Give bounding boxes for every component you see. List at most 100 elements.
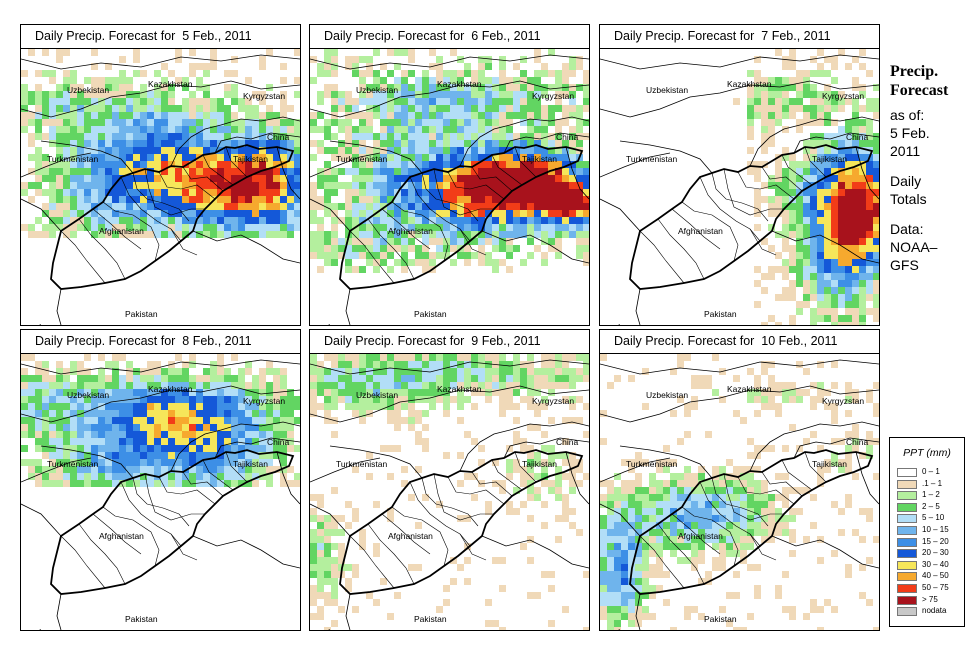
precip-cell	[705, 487, 712, 494]
precip-cell	[245, 126, 252, 133]
panel-title: Daily Precip. Forecast for 10 Feb., 2011	[600, 330, 879, 354]
precip-cell	[576, 396, 583, 403]
precip-cell	[471, 252, 478, 259]
precip-cell	[817, 382, 824, 389]
precip-cell	[824, 154, 831, 161]
precip-cell	[359, 403, 366, 410]
precip-cell	[98, 77, 105, 84]
precip-cell	[600, 592, 607, 599]
precip-cell	[726, 473, 733, 480]
precip-cell	[175, 375, 182, 382]
precip-cell	[478, 238, 485, 245]
precip-cell	[161, 210, 168, 217]
precip-cell	[317, 557, 324, 564]
precip-cell	[471, 91, 478, 98]
precip-cell	[436, 252, 443, 259]
precip-cell	[345, 585, 352, 592]
precip-cell	[628, 585, 635, 592]
precip-cell	[140, 480, 147, 487]
precip-cell	[656, 543, 663, 550]
precip-cell	[294, 403, 300, 410]
precip-cell	[373, 98, 380, 105]
precip-cell	[443, 70, 450, 77]
precip-cell	[133, 403, 140, 410]
precip-cell	[464, 112, 471, 119]
precip-grid	[310, 354, 589, 630]
precip-cell	[555, 224, 562, 231]
precip-cell	[838, 252, 845, 259]
precip-cell	[210, 368, 217, 375]
precip-cell	[691, 557, 698, 564]
precip-cell	[464, 361, 471, 368]
precip-cell	[541, 231, 548, 238]
precip-cell	[245, 210, 252, 217]
precip-cell	[520, 84, 527, 91]
precip-cell	[548, 231, 555, 238]
precip-cell	[506, 252, 513, 259]
legend-swatch	[897, 549, 917, 559]
precip-cell	[359, 112, 366, 119]
precip-cell	[824, 196, 831, 203]
precip-cell	[621, 459, 628, 466]
precip-cell	[852, 273, 859, 280]
precip-cell	[817, 287, 824, 294]
precip-cell	[238, 396, 245, 403]
legend-label: 5 – 10	[922, 513, 945, 523]
precip-cell	[712, 389, 719, 396]
precip-cell	[698, 557, 705, 564]
precip-cell	[810, 231, 817, 238]
precip-cell	[154, 105, 161, 112]
data-label: Data:	[890, 221, 924, 237]
precip-cell	[471, 154, 478, 161]
precip-cell	[84, 168, 91, 175]
precip-cell	[373, 91, 380, 98]
precip-cell	[859, 154, 866, 161]
precip-cell	[859, 224, 866, 231]
precip-cell	[56, 203, 63, 210]
precip-cell	[63, 175, 70, 182]
precip-cell	[231, 182, 238, 189]
precip-cell	[803, 224, 810, 231]
precip-cell	[684, 487, 691, 494]
precip-map-canvas	[21, 354, 300, 630]
precip-cell	[761, 480, 768, 487]
precip-cell	[506, 501, 513, 508]
precip-cell	[663, 445, 670, 452]
precip-cell	[471, 126, 478, 133]
precip-cell	[457, 168, 464, 175]
precip-cell	[280, 154, 287, 161]
precip-cell	[189, 91, 196, 98]
country-label: Tajikistan	[233, 459, 268, 469]
precip-cell	[140, 70, 147, 77]
province-boundary	[60, 535, 106, 589]
precip-cell	[789, 168, 796, 175]
precip-cell	[429, 217, 436, 224]
precip-cell	[457, 189, 464, 196]
precip-cell	[259, 133, 266, 140]
precip-cell	[161, 431, 168, 438]
precip-cell	[91, 224, 98, 231]
precip-cell	[548, 375, 555, 382]
precip-cell	[280, 140, 287, 147]
precip-cell	[401, 245, 408, 252]
precip-cell	[317, 578, 324, 585]
precip-cell	[450, 98, 457, 105]
precip-cell	[140, 119, 147, 126]
country-border	[565, 146, 589, 200]
precip-cell	[105, 161, 112, 168]
precip-cell	[775, 210, 782, 217]
precip-cell	[310, 564, 317, 571]
precip-cell	[506, 238, 513, 245]
country-label: Kyrgyzstan	[532, 91, 575, 101]
precip-cell	[873, 287, 879, 294]
precip-cell	[541, 259, 548, 266]
precip-cell	[576, 375, 583, 382]
precip-cell	[182, 210, 189, 217]
precip-cell	[175, 459, 182, 466]
precip-cell	[520, 175, 527, 182]
precip-cell	[422, 147, 429, 154]
precip-cell	[175, 431, 182, 438]
precip-cell	[84, 126, 91, 133]
precip-cell	[182, 389, 189, 396]
precip-cell	[499, 361, 506, 368]
